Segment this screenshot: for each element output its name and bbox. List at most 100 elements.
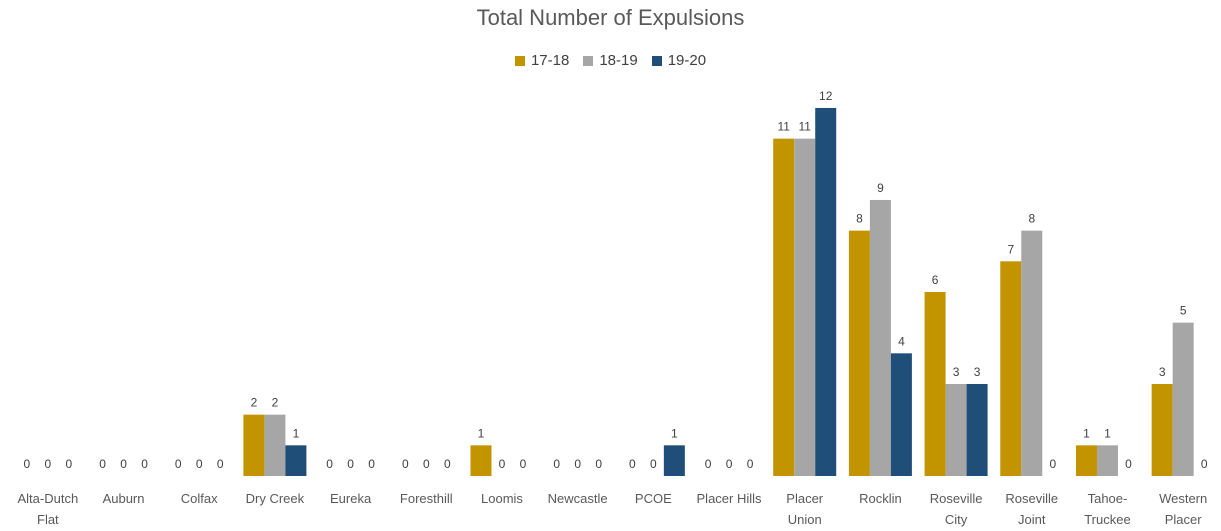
bar-17-18-3 [243, 414, 265, 476]
x-tick-label-7-0: Newcastle [548, 491, 608, 506]
legend-label-18-19: 18-19 [599, 52, 638, 69]
data-label-19-20-4: 0 [368, 457, 375, 471]
data-label-19-20-0: 0 [66, 457, 73, 471]
legend-label-17-18: 17-18 [530, 52, 570, 69]
bar-17-18-11 [848, 230, 870, 476]
data-label-19-20-6: 0 [520, 457, 527, 471]
data-label-18-19-7: 0 [574, 457, 581, 471]
chart-title: Total Number of Expulsions [476, 5, 745, 30]
data-label-19-20-13: 0 [1049, 457, 1056, 471]
legend-swatch-19-20 [651, 55, 662, 66]
x-tick-label-1-0: Auburn [103, 491, 145, 506]
bar-18-19-10 [794, 138, 816, 476]
data-label-17-18-8: 0 [629, 457, 636, 471]
data-label-19-20-3: 1 [293, 426, 300, 440]
data-label-19-20-11: 4 [898, 334, 905, 348]
legend-label-19-20: 19-20 [667, 52, 707, 69]
bar-17-18-10 [773, 138, 795, 476]
data-label-18-19-0: 0 [45, 457, 52, 471]
bar-17-18-13 [1000, 261, 1022, 476]
data-label-18-19-4: 0 [347, 457, 354, 471]
x-tick-label-15-0: Western [1159, 491, 1207, 506]
data-label-17-18-7: 0 [553, 457, 560, 471]
data-label-17-18-0: 0 [24, 457, 31, 471]
legend-swatch-18-19 [583, 55, 594, 66]
data-label-17-18-15: 3 [1159, 365, 1166, 379]
data-label-17-18-13: 7 [1007, 242, 1014, 256]
bar-19-20-3 [285, 445, 307, 476]
x-tick-label-10-0: Placer [786, 491, 824, 506]
x-tick-label-2-0: Colfax [181, 491, 218, 506]
x-tick-label-0-1: Flat [37, 512, 59, 527]
data-label-17-18-5: 0 [402, 457, 409, 471]
data-label-18-19-3: 2 [272, 396, 279, 410]
x-tick-label-3-0: Dry Creek [246, 491, 305, 506]
data-label-19-20-15: 0 [1201, 457, 1208, 471]
data-label-18-19-1: 0 [120, 457, 127, 471]
bar-18-19-14 [1096, 445, 1118, 476]
legend-swatch-17-18 [514, 55, 525, 66]
data-label-17-18-2: 0 [175, 457, 182, 471]
data-label-17-18-3: 2 [251, 396, 258, 410]
data-label-17-18-6: 1 [478, 426, 485, 440]
bar-17-18-12 [924, 291, 946, 476]
data-label-19-20-10: 12 [819, 89, 833, 103]
data-label-19-20-2: 0 [217, 457, 224, 471]
bar-18-19-12 [945, 383, 967, 476]
data-label-19-20-9: 0 [747, 457, 754, 471]
bar-18-19-11 [869, 199, 891, 476]
bar-19-20-11 [890, 353, 912, 476]
bar-17-18-14 [1075, 445, 1097, 476]
data-label-17-18-9: 0 [705, 457, 712, 471]
bar-19-20-10 [815, 107, 837, 477]
x-tick-label-14-1: Truckee [1084, 512, 1130, 527]
x-tick-label-15-1: Placer [1165, 512, 1203, 527]
x-tick-label-11-0: Rocklin [859, 491, 902, 506]
data-label-18-19-11: 9 [877, 181, 884, 195]
data-label-18-19-12: 3 [953, 365, 960, 379]
data-label-17-18-12: 6 [932, 273, 939, 287]
data-label-19-20-12: 3 [974, 365, 981, 379]
x-tick-label-0-0: Alta-Dutch [17, 491, 78, 506]
data-label-18-19-10: 11 [798, 120, 811, 134]
data-label-17-18-11: 8 [856, 212, 863, 226]
x-tick-label-5-0: Foresthill [400, 491, 453, 506]
bar-19-20-12 [966, 383, 988, 476]
bar-19-20-8 [663, 445, 685, 476]
data-label-19-20-5: 0 [444, 457, 451, 471]
data-label-17-18-1: 0 [99, 457, 106, 471]
data-label-19-20-7: 0 [595, 457, 602, 471]
data-label-17-18-4: 0 [326, 457, 333, 471]
bar-18-19-3 [264, 414, 286, 476]
x-tick-label-6-0: Loomis [481, 491, 523, 506]
data-label-17-18-14: 1 [1083, 426, 1090, 440]
data-label-18-19-6: 0 [499, 457, 506, 471]
data-label-19-20-1: 0 [141, 457, 148, 471]
bar-18-19-15 [1172, 322, 1194, 476]
data-label-18-19-5: 0 [423, 457, 430, 471]
data-label-18-19-2: 0 [196, 457, 203, 471]
data-label-18-19-13: 8 [1028, 212, 1035, 226]
x-tick-label-9-0: Placer Hills [697, 491, 763, 506]
x-tick-label-10-1: Union [788, 512, 822, 527]
legend-item-19-20: 19-20 [651, 52, 707, 69]
x-tick-label-14-0: Tahoe- [1088, 491, 1128, 506]
x-tick-label-13-0: Roseville [1005, 491, 1058, 506]
data-label-19-20-14: 0 [1125, 457, 1132, 471]
legend-item-18-19: 18-19 [583, 52, 638, 69]
x-tick-label-12-0: Roseville [930, 491, 983, 506]
x-tick-label-12-1: City [945, 512, 968, 527]
legend-item-17-18: 17-18 [514, 52, 570, 69]
data-label-18-19-15: 5 [1180, 304, 1187, 318]
bar-17-18-6 [470, 445, 492, 476]
data-label-18-19-9: 0 [726, 457, 733, 471]
bar-17-18-15 [1151, 383, 1173, 476]
legend: 17-18 18-19 19-20 [0, 52, 1221, 69]
bar-18-19-13 [1021, 230, 1043, 476]
data-label-18-19-14: 1 [1104, 426, 1111, 440]
x-tick-label-13-1: Joint [1018, 512, 1046, 527]
data-label-18-19-8: 0 [650, 457, 657, 471]
x-tick-label-4-0: Eureka [330, 491, 372, 506]
